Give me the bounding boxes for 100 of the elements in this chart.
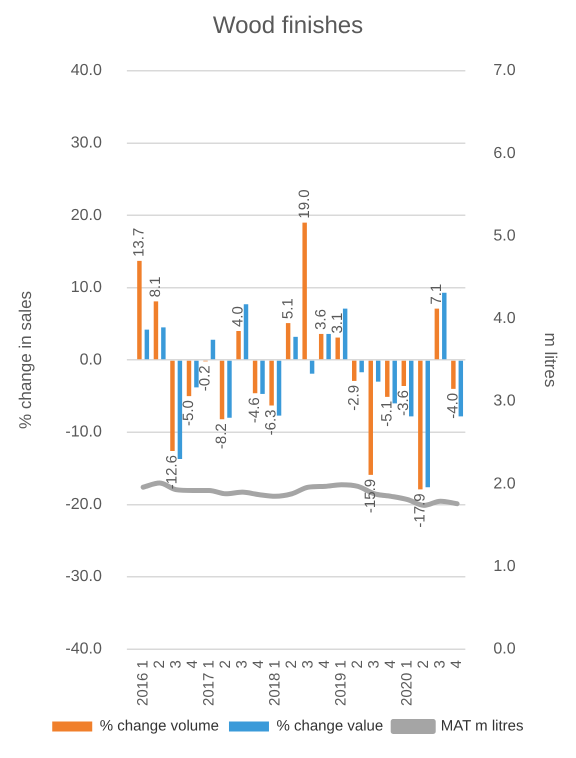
bar bbox=[227, 360, 232, 418]
bar bbox=[220, 360, 224, 420]
y-tick-label: -20.0 bbox=[65, 496, 102, 513]
legend-label: % change volume bbox=[100, 718, 219, 735]
bar bbox=[236, 331, 241, 360]
x-tick-label: 3 bbox=[167, 660, 184, 668]
y2-tick-label: 6.0 bbox=[493, 144, 516, 162]
bar bbox=[269, 360, 274, 406]
data-label: -4.6 bbox=[246, 397, 264, 424]
y2-tick-label: 0.0 bbox=[493, 640, 516, 658]
y-tick-label: 30.0 bbox=[70, 134, 102, 152]
bar bbox=[458, 360, 464, 416]
chart-title: Wood finishes bbox=[212, 12, 364, 40]
bar bbox=[352, 360, 356, 381]
y-tick-label: -40.0 bbox=[65, 640, 102, 658]
bar bbox=[385, 360, 390, 397]
bar bbox=[326, 334, 331, 360]
data-label: -5.0 bbox=[180, 400, 198, 426]
data-label: -4.0 bbox=[444, 392, 462, 419]
data-label: -17.9 bbox=[411, 493, 428, 528]
y-axis-title: % change in sales bbox=[16, 290, 35, 429]
bar bbox=[210, 340, 216, 360]
x-tick-label: 2 bbox=[349, 660, 366, 668]
x-tick-label: 2020 1 bbox=[398, 660, 416, 706]
data-label: -5.1 bbox=[378, 400, 396, 427]
x-tick-label: 4 bbox=[250, 660, 267, 668]
x-tick-label: 2 bbox=[282, 660, 300, 668]
x-tick-label: 2019 1 bbox=[332, 660, 350, 706]
data-label: 5.1 bbox=[279, 298, 296, 320]
y-tick-label: -30.0 bbox=[65, 568, 102, 586]
y2-tick-label: 2.0 bbox=[493, 475, 516, 492]
y2-axis-title: m litres bbox=[541, 332, 560, 388]
bar bbox=[302, 222, 307, 360]
x-tick-label: 4 bbox=[448, 660, 466, 668]
bar bbox=[434, 308, 440, 360]
bar bbox=[260, 360, 265, 394]
bar bbox=[276, 360, 282, 416]
bar bbox=[170, 360, 175, 452]
bar bbox=[293, 336, 298, 360]
y2-tick-label: 7.0 bbox=[493, 62, 516, 80]
y2-tick-label: 4.0 bbox=[493, 310, 516, 328]
x-tick-label: 3 bbox=[432, 660, 449, 668]
data-label: -0.2 bbox=[196, 365, 214, 392]
data-label: -6.3 bbox=[262, 410, 280, 436]
bar bbox=[178, 360, 182, 459]
bar bbox=[194, 360, 199, 388]
bar bbox=[409, 360, 414, 416]
data-label: -2.9 bbox=[345, 384, 362, 411]
bar bbox=[161, 327, 166, 360]
y-tick-label: 40.0 bbox=[70, 62, 102, 80]
bar bbox=[451, 360, 456, 389]
data-label: 8.1 bbox=[147, 276, 164, 298]
bar bbox=[368, 360, 373, 475]
data-label: 19.0 bbox=[296, 189, 313, 219]
x-tick-label: 4 bbox=[184, 660, 201, 668]
data-label: 3.6 bbox=[312, 309, 330, 330]
bar bbox=[359, 360, 364, 372]
data-label: 3.1 bbox=[328, 312, 346, 334]
bar bbox=[154, 301, 158, 360]
legend-label: MAT m litres bbox=[440, 718, 524, 735]
bar bbox=[335, 338, 340, 360]
x-tick-label: 3 bbox=[233, 660, 250, 668]
x-tick-label: 2 bbox=[415, 660, 432, 668]
y-tick-label: 0.0 bbox=[80, 351, 102, 368]
x-tick-label: 2016 1 bbox=[134, 660, 152, 706]
bar bbox=[376, 360, 380, 382]
x-tick-label: 4 bbox=[316, 660, 334, 668]
y2-tick-label: 1.0 bbox=[493, 558, 516, 575]
bar bbox=[286, 323, 290, 360]
bar bbox=[186, 360, 192, 396]
bar bbox=[137, 260, 142, 360]
data-label: 4.0 bbox=[230, 306, 247, 328]
x-tick-label: 2 bbox=[216, 660, 234, 668]
bar bbox=[426, 360, 430, 488]
bar bbox=[318, 334, 324, 360]
y2-tick-label: 5.0 bbox=[493, 227, 516, 244]
bar bbox=[442, 292, 447, 360]
x-tick-label: 4 bbox=[382, 660, 400, 668]
data-label: 7.1 bbox=[428, 284, 445, 305]
bar bbox=[418, 360, 423, 490]
x-tick-label: 2018 1 bbox=[266, 660, 284, 706]
x-tick-label: 2017 1 bbox=[200, 660, 218, 706]
bar bbox=[310, 360, 314, 374]
bar bbox=[392, 360, 397, 404]
y2-tick-label: 3.0 bbox=[493, 392, 516, 410]
legend-label: % change value bbox=[276, 718, 384, 735]
bar bbox=[144, 330, 150, 360]
x-tick-label: 2 bbox=[150, 660, 168, 668]
data-label: -3.6 bbox=[394, 390, 412, 416]
data-label: -15.9 bbox=[362, 478, 379, 514]
x-tick-label: 3 bbox=[300, 660, 317, 668]
y-tick-label: 20.0 bbox=[70, 206, 102, 224]
y-tick-label: 10.0 bbox=[70, 279, 102, 296]
bar bbox=[252, 360, 258, 394]
data-label: -8.2 bbox=[213, 423, 230, 450]
y-tick-label: -10.0 bbox=[65, 424, 102, 441]
bar bbox=[342, 308, 348, 360]
data-label: -12.6 bbox=[164, 455, 181, 490]
data-label: 13.7 bbox=[130, 228, 148, 257]
x-tick-label: 3 bbox=[366, 660, 383, 668]
